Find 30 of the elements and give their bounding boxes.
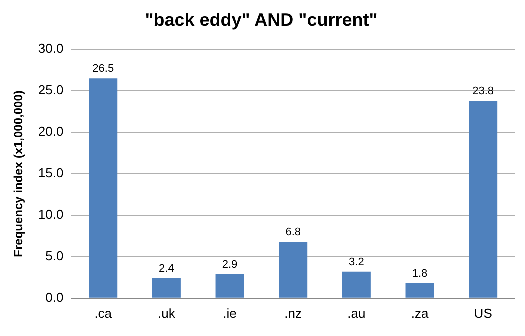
y-tick-label: 20.0 (38, 124, 64, 140)
y-tick-label: 5.0 (46, 248, 64, 264)
bar (342, 272, 371, 298)
data-label: 3.2 (349, 256, 364, 268)
bar (469, 101, 498, 298)
bar (89, 78, 118, 298)
y-tick-label: 30.0 (38, 41, 64, 56)
y-tick-label: 25.0 (38, 82, 64, 98)
data-label: 1.8 (412, 268, 428, 280)
x-tick-label: .uk (158, 306, 176, 321)
x-tick-label: .za (411, 306, 430, 321)
x-tick-label: .au (348, 306, 366, 321)
bar (152, 278, 181, 298)
data-label: 2.9 (222, 258, 238, 271)
bar (406, 283, 434, 298)
x-tick-label: .nz (284, 306, 302, 321)
x-tick-label: US (474, 306, 493, 321)
y-tick-label: 15.0 (38, 166, 64, 181)
x-tick-label: .ie (223, 306, 237, 321)
y-axis-title: Frequency index (x1,000,000) (12, 90, 26, 258)
chart-title: "back eddy" AND "current" (145, 10, 378, 30)
bar (216, 274, 244, 298)
x-tick-label: .ca (94, 306, 113, 321)
data-label: 2.4 (159, 263, 174, 276)
data-label: 23.8 (472, 86, 494, 98)
data-label: 26.5 (92, 63, 114, 76)
y-tick-label: 0.0 (46, 290, 64, 305)
y-tick-label: 10.0 (38, 207, 64, 222)
data-label: 6.8 (286, 226, 301, 239)
bar (279, 242, 308, 298)
